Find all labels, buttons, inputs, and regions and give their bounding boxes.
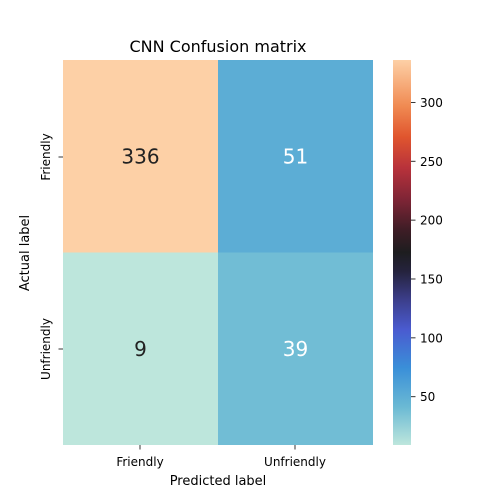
- cell-unfriendly-unfriendly: [218, 252, 373, 445]
- colorbar-tick-label-100: 100: [420, 331, 443, 345]
- colorbar-tick-label-150: 150: [420, 272, 443, 286]
- y-tick-label-unfriendly: Unfriendly: [39, 318, 53, 380]
- x-axis: Friendly Unfriendly Predicted label: [116, 445, 326, 489]
- y-tick-label-friendly: Friendly: [39, 133, 53, 180]
- chart-title: CNN Confusion matrix: [129, 37, 306, 56]
- x-tick-label-unfriendly: Unfriendly: [264, 455, 326, 469]
- colorbar-tick-label-50: 50: [420, 390, 435, 404]
- colorbar-tick-label-300: 300: [420, 96, 443, 110]
- colorbar: 50 100 150 200 250 300: [393, 60, 443, 445]
- colorbar-tick-label-250: 250: [420, 155, 443, 169]
- annotation-unfriendly-unfriendly: 39: [283, 337, 308, 361]
- annotation-friendly-friendly: 336: [121, 144, 159, 168]
- annotation-friendly-unfriendly: 51: [283, 144, 308, 168]
- heatmap-cells: [63, 60, 373, 445]
- x-axis-label: Predicted label: [170, 474, 267, 489]
- colorbar-ticks: 50 100 150 200 250 300: [411, 96, 443, 404]
- annotation-unfriendly-friendly: 9: [134, 337, 147, 361]
- y-axis-label: Actual label: [18, 215, 33, 291]
- colorbar-tick-label-200: 200: [420, 214, 443, 228]
- cell-friendly-friendly: [63, 60, 218, 253]
- y-axis: Friendly Unfriendly Actual label: [18, 133, 63, 380]
- cell-unfriendly-friendly: [63, 252, 218, 445]
- cell-friendly-unfriendly: [218, 60, 373, 253]
- x-tick-label-friendly: Friendly: [116, 455, 163, 469]
- colorbar-gradient: [393, 60, 411, 445]
- cell-annotations: 336 51 9 39: [121, 144, 308, 361]
